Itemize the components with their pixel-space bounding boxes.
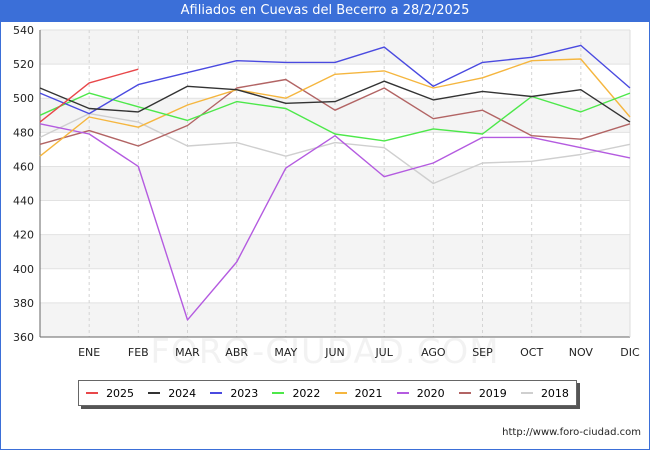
plot-band <box>40 166 630 201</box>
y-tick-label: 360 <box>13 331 34 344</box>
x-tick-label: JUL <box>374 346 393 359</box>
legend-item-2018: 2018 <box>520 386 569 400</box>
legend-swatch <box>86 392 99 394</box>
legend-label: 2020 <box>416 386 445 400</box>
watermark: FORO-CIUDAD.COM <box>150 332 500 372</box>
y-tick-label: 480 <box>13 126 34 139</box>
x-tick-label: MAR <box>175 346 200 359</box>
y-tick-label: 380 <box>13 297 34 310</box>
legend-item-2024: 2024 <box>148 387 196 400</box>
series-line-2024 <box>39 80 631 123</box>
x-tick-label: JUN <box>324 346 345 359</box>
legend-item-2022: 2022 <box>272 387 320 400</box>
y-tick-label: 520 <box>13 58 34 71</box>
legend-label: 2018 <box>540 386 569 400</box>
x-tick-label: DIC <box>620 346 640 359</box>
legend-item-2020: 2020 <box>396 386 445 400</box>
y-tick-label: 500 <box>13 92 34 105</box>
legend-item-2025: 2025 <box>86 387 134 400</box>
legend-swatch <box>148 392 161 394</box>
y-tick-label: 400 <box>13 263 34 276</box>
x-tick-label: ENE <box>78 346 100 359</box>
y-tick-label: 460 <box>13 160 34 173</box>
x-tick-label: SEP <box>472 346 493 359</box>
legend-swatch <box>396 392 409 394</box>
x-tick-label: NOV <box>569 346 594 359</box>
x-tick-label: ABR <box>225 346 248 359</box>
legend: 2025 2024 2023 2022 2021 2020 2019 2018 <box>78 380 577 406</box>
legend-swatch <box>458 392 471 394</box>
legend-label: 2024 <box>168 386 197 400</box>
chart-title: Afiliados en Cuevas del Becerro a 28/2/2… <box>0 0 650 22</box>
legend-item-2019: 2019 <box>458 386 507 400</box>
y-tick-label: 440 <box>13 195 34 208</box>
series-line-2025 <box>39 68 139 123</box>
series-line-2019 <box>39 78 631 147</box>
x-tick-label: FEB <box>128 346 149 359</box>
legend-item-2021: 2021 <box>334 386 383 400</box>
series-line-2021 <box>39 58 631 157</box>
legend-swatch <box>272 392 285 394</box>
series-line-2023 <box>39 44 631 115</box>
legend-swatch <box>334 392 347 394</box>
legend-label: 2025 <box>106 386 135 400</box>
source-url: http://www.foro-ciudad.com <box>502 427 641 438</box>
series-line-2018 <box>39 112 631 185</box>
legend-label: 2023 <box>230 386 259 400</box>
legend-label: 2021 <box>354 386 383 400</box>
legend-label: 2022 <box>292 386 321 400</box>
plot-band <box>40 30 630 65</box>
y-tick-label: 420 <box>13 229 34 242</box>
legend-item-2023: 2023 <box>210 387 258 400</box>
x-tick-label: MAY <box>274 346 297 359</box>
legend-label: 2019 <box>478 386 507 400</box>
series-line-2020 <box>39 123 631 321</box>
legend-swatch <box>520 392 533 394</box>
y-tick-label: 540 <box>13 24 34 37</box>
x-tick-label: OCT <box>520 346 543 359</box>
plot-band <box>40 234 630 269</box>
legend-swatch <box>210 392 223 394</box>
x-tick-label: AGO <box>421 346 446 359</box>
